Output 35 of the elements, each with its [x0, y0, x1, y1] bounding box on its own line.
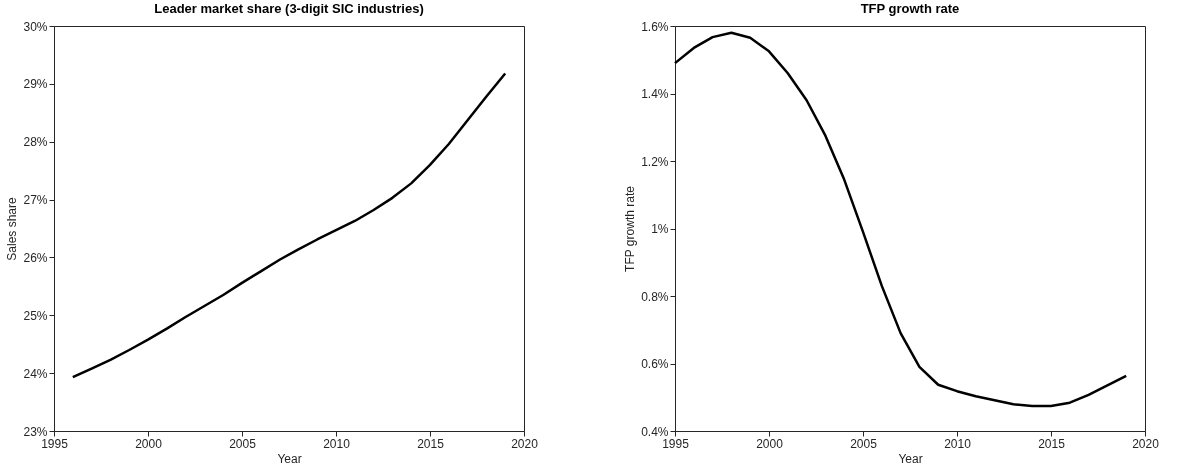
y-tick-label: 1%	[651, 222, 669, 236]
x-tick-label: 2015	[1038, 436, 1066, 451]
y-tick-label: 23%	[23, 424, 48, 439]
y-tick-label: 0.8%	[641, 289, 669, 304]
y-tick-label: 26%	[23, 250, 48, 265]
x-tick-label: 1995	[662, 436, 690, 451]
x-tick-label: 2005	[229, 436, 257, 451]
x-tick-label: 2000	[135, 436, 163, 451]
x-tick-label: 2005	[850, 436, 878, 451]
x-tick-label: 2010	[323, 436, 351, 451]
x-tick-label: 2020	[511, 436, 539, 451]
y-tick-label: 29%	[23, 77, 48, 92]
x-tick-label: 2010	[944, 436, 972, 451]
y-tick-label: 1.4%	[641, 87, 669, 101]
y-axis-title: TFP growth rate	[623, 185, 638, 272]
y-tick-label: 25%	[23, 308, 48, 323]
chart-title: TFP growth rate	[860, 1, 960, 16]
chart-title: Leader market share (3-digit SIC industries)	[154, 1, 424, 16]
y-tick-label: 27%	[23, 193, 48, 208]
y-tick-label: 0.6%	[641, 357, 669, 371]
y-tick-label: 0.4%	[641, 424, 669, 439]
x-tick-label: 2020	[1132, 436, 1160, 451]
x-tick-label: 1995	[41, 436, 69, 451]
y-axis-title: Sales share	[5, 196, 20, 261]
y-tick-label: 1.6%	[641, 19, 669, 34]
y-tick-label: 1.2%	[641, 154, 669, 169]
x-axis-title: Year	[898, 451, 923, 466]
x-tick-label: 2000	[756, 436, 784, 451]
line-series	[673, 31, 1128, 408]
line-series	[71, 72, 507, 379]
x-tick-label: 2015	[417, 436, 445, 451]
y-tick-label: 28%	[23, 135, 48, 150]
y-tick-label: 30%	[23, 19, 48, 34]
y-tick-label: 24%	[23, 366, 48, 381]
x-axis-title: Year	[277, 451, 302, 466]
